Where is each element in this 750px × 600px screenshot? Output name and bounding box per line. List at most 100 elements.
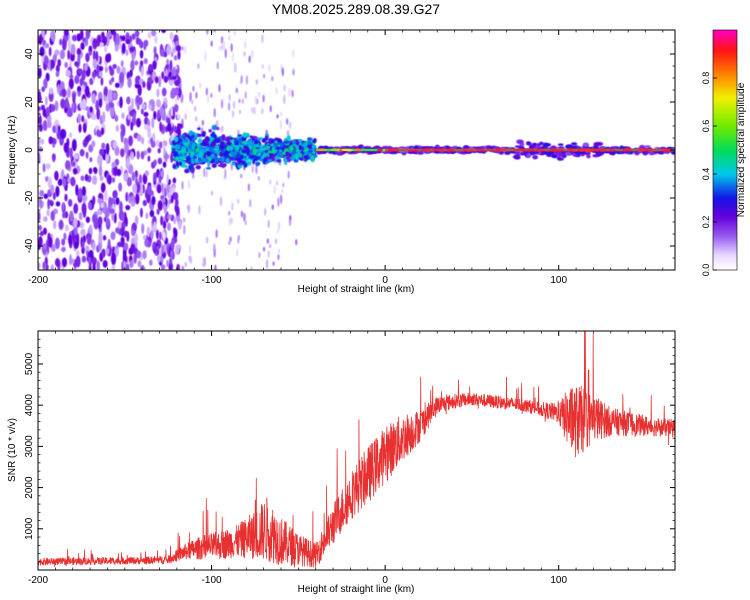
heatmap-cell xyxy=(257,175,261,181)
heatmap-cell xyxy=(171,239,175,250)
heatmap-cell xyxy=(110,30,116,36)
heatmap-cell xyxy=(136,150,140,160)
heatmap-cell xyxy=(93,167,98,174)
heatmap-cell xyxy=(166,58,169,66)
heatmap-cell xyxy=(236,248,239,257)
heatmap-cell xyxy=(208,128,212,133)
heatmap-cell xyxy=(150,30,157,37)
colorbar-step xyxy=(713,48,737,51)
colorbar-step xyxy=(713,60,737,63)
heatmap-cell xyxy=(38,106,41,112)
heatmap-cell xyxy=(192,85,195,92)
heatmap-cell xyxy=(135,177,138,186)
heatmap-cell xyxy=(170,51,174,57)
heatmap-cell xyxy=(238,98,241,104)
colorbar-step xyxy=(713,144,737,147)
heatmap-cell xyxy=(98,165,103,177)
heatmap-cell xyxy=(175,144,181,150)
heatmap-cell xyxy=(92,50,96,61)
heatmap-cell xyxy=(70,43,76,55)
heatmap-cell xyxy=(259,147,266,151)
heatmap-cell xyxy=(215,229,218,239)
heatmap-cell xyxy=(268,64,271,72)
heatmap-cell xyxy=(53,220,57,230)
heatmap-cell xyxy=(238,146,243,151)
heatmap-cell xyxy=(261,138,267,143)
colorbar-step xyxy=(713,98,737,101)
heatmap-cell xyxy=(135,193,140,205)
heatmap-cell xyxy=(298,139,303,142)
heatmap-cell xyxy=(240,210,244,218)
heatmap-cell xyxy=(79,30,84,41)
heatmap-cell xyxy=(91,241,96,251)
heatmap-cell xyxy=(254,96,258,105)
colorbar-step xyxy=(713,38,737,41)
heatmap-cell xyxy=(592,154,599,158)
heatmap-cell xyxy=(111,177,116,183)
heatmap-cell xyxy=(142,81,146,89)
heatmap-cell xyxy=(127,114,131,121)
heatmap-cell xyxy=(179,142,183,145)
heatmap-cell xyxy=(65,69,71,78)
heatmap-cell xyxy=(198,157,202,161)
heatmap-cell xyxy=(62,211,66,219)
heatmap-cell xyxy=(223,43,226,52)
heatmap-cell xyxy=(142,250,147,260)
heatmap-cell xyxy=(173,136,179,141)
heatmap-cell xyxy=(115,227,120,234)
heatmap-cell xyxy=(266,145,271,149)
heatmap-cell xyxy=(280,146,285,151)
colorbar-step xyxy=(713,78,737,81)
heatmap-cell xyxy=(209,145,213,152)
heatmap-cell xyxy=(102,111,106,123)
colorbar-step xyxy=(713,238,737,241)
colorbar-step xyxy=(713,92,737,95)
heatmap-cell xyxy=(153,46,157,56)
colorbar-step xyxy=(713,64,737,67)
heatmap-cell xyxy=(269,105,272,113)
heatmap-cell xyxy=(224,48,227,59)
heatmap-cell xyxy=(173,125,178,132)
heatmap-cell xyxy=(45,106,51,117)
heatmap-cell xyxy=(311,145,317,149)
heatmap-cell xyxy=(187,179,191,190)
heatmap-cell xyxy=(153,110,157,120)
heatmap-cell xyxy=(276,114,279,119)
colorbar-step xyxy=(713,58,737,61)
heatmap-cell xyxy=(160,215,164,226)
heatmap-cell xyxy=(213,147,220,151)
heatmap-cell xyxy=(288,152,292,158)
heatmap-cell xyxy=(141,103,147,109)
heatmap-cell xyxy=(518,139,524,145)
heatmap-cell xyxy=(308,149,314,153)
colorbar-step xyxy=(713,268,737,271)
heatmap-cell xyxy=(166,259,169,267)
heatmap-cell xyxy=(73,203,79,214)
ridge-cell xyxy=(317,148,326,151)
heatmap-cell xyxy=(279,119,283,130)
heatmap-cell xyxy=(38,210,41,223)
colorbar-step xyxy=(713,56,737,59)
heatmap-cell xyxy=(105,152,110,163)
heatmap-cell xyxy=(110,252,117,265)
heatmap-cell xyxy=(274,238,278,244)
heatmap-cell xyxy=(39,230,44,237)
heatmap-cell xyxy=(177,50,181,60)
heatmap-cell xyxy=(180,95,183,104)
heatmap-cell xyxy=(249,155,255,159)
heatmap-cell xyxy=(197,133,202,137)
heatmap-cell xyxy=(55,185,60,198)
heatmap-cell xyxy=(219,161,224,167)
heatmap-cell xyxy=(119,96,123,109)
heatmap-cell xyxy=(140,66,144,77)
heatmap-cell xyxy=(168,262,174,270)
colorbar-step xyxy=(713,118,737,121)
heatmap-cell xyxy=(154,76,159,84)
heatmap-cell xyxy=(556,151,562,156)
heatmap-cell xyxy=(267,219,270,229)
heatmap-cell xyxy=(195,116,198,122)
heatmap-cell xyxy=(130,60,135,70)
heatmap-cell xyxy=(220,36,224,45)
heatmap-cell xyxy=(644,145,651,148)
heatmap-cell xyxy=(109,67,115,76)
